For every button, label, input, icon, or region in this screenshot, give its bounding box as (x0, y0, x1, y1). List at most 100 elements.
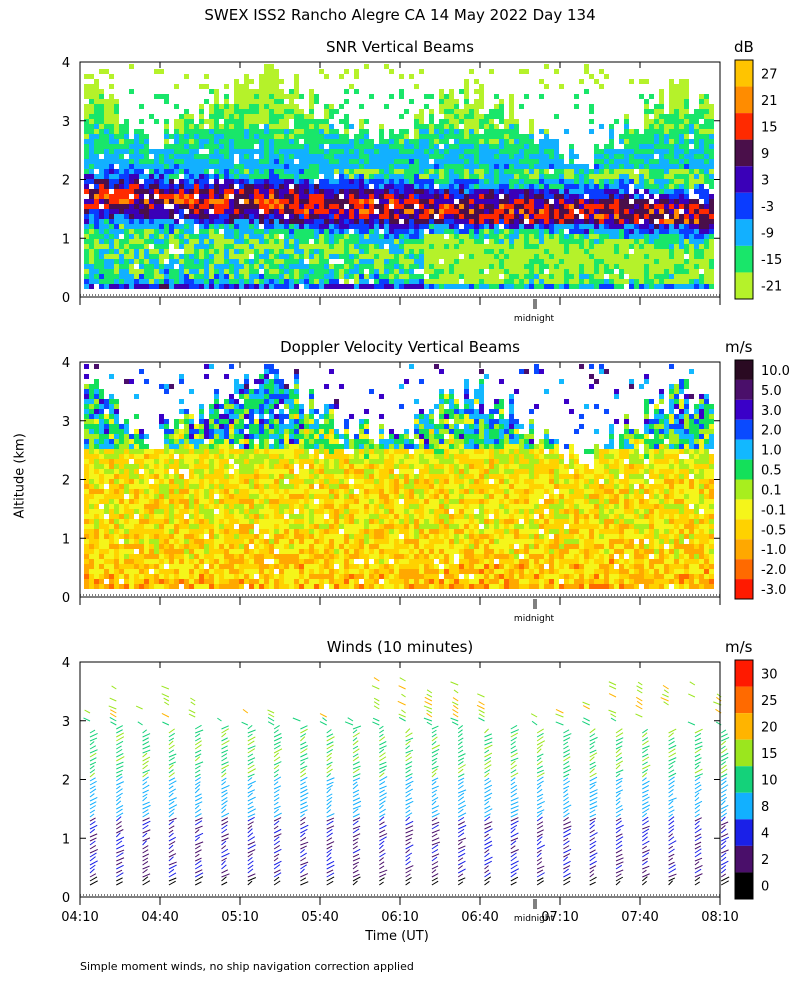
data-cell (169, 184, 174, 189)
data-cell (444, 144, 449, 149)
data-cell (164, 274, 169, 279)
data-cell (119, 199, 124, 204)
data-cell (84, 504, 89, 509)
data-cell (479, 144, 484, 149)
data-cell (644, 99, 649, 104)
data-cell (454, 184, 459, 189)
data-cell (149, 504, 154, 509)
data-cell (494, 274, 499, 279)
data-cell (124, 549, 129, 554)
data-cell (334, 159, 339, 164)
data-cell (544, 219, 549, 224)
data-cell (214, 114, 219, 119)
data-cell (104, 399, 109, 404)
data-cell (249, 159, 254, 164)
data-cell (679, 144, 684, 149)
data-cell (709, 284, 714, 289)
data-cell (249, 119, 254, 124)
data-cell (259, 259, 264, 264)
data-cell (524, 214, 529, 219)
data-cell (539, 164, 544, 169)
data-cell (534, 154, 539, 159)
data-cell (134, 189, 139, 194)
data-cell (599, 169, 604, 174)
data-cell (89, 229, 94, 234)
data-cell (249, 264, 254, 269)
data-cell (109, 504, 114, 509)
data-cell (124, 534, 129, 539)
data-cell (264, 99, 269, 104)
data-cell (304, 209, 309, 214)
data-cell (599, 254, 604, 259)
data-cell (704, 204, 709, 209)
data-cell (349, 174, 354, 179)
data-cell (89, 119, 94, 124)
data-cell (204, 229, 209, 234)
data-cell (604, 269, 609, 274)
data-cell (424, 249, 429, 254)
data-cell (274, 249, 279, 254)
data-cell (319, 269, 324, 274)
data-cell (659, 264, 664, 269)
data-cell (279, 279, 284, 284)
data-cell (634, 179, 639, 184)
data-cell (699, 279, 704, 284)
data-cell (229, 124, 234, 129)
data-cell (89, 219, 94, 224)
data-cell (199, 114, 204, 119)
data-cell (189, 129, 194, 134)
data-cell (599, 84, 604, 89)
data-cell (399, 244, 404, 249)
data-cell (94, 469, 99, 474)
data-cell (154, 244, 159, 249)
data-cell (694, 229, 699, 234)
data-cell (414, 219, 419, 224)
data-cell (709, 274, 714, 279)
data-cell (644, 224, 649, 229)
data-cell (689, 229, 694, 234)
data-cell (514, 269, 519, 274)
data-cell (434, 219, 439, 224)
data-cell (664, 244, 669, 249)
data-cell (519, 234, 524, 239)
data-cell (549, 154, 554, 159)
data-cell (104, 109, 109, 114)
data-cell (694, 119, 699, 124)
data-cell (574, 229, 579, 234)
data-cell (479, 249, 484, 254)
data-cell (99, 519, 104, 524)
data-cell (534, 189, 539, 194)
data-cell (644, 154, 649, 159)
data-cell (129, 284, 134, 289)
data-cell (584, 179, 589, 184)
data-cell (154, 459, 159, 464)
data-cell (264, 209, 269, 214)
data-cell (344, 99, 349, 104)
data-cell (114, 199, 119, 204)
data-cell (644, 264, 649, 269)
data-cell (689, 269, 694, 274)
data-cell (279, 254, 284, 259)
data-cell (709, 244, 714, 249)
data-cell (119, 469, 124, 474)
data-cell (519, 254, 524, 259)
data-cell (564, 164, 569, 169)
data-cell (654, 214, 659, 219)
data-cell (309, 139, 314, 144)
data-cell (359, 214, 364, 219)
data-cell (429, 229, 434, 234)
data-cell (609, 134, 614, 139)
data-cell (669, 164, 674, 169)
data-cell (649, 269, 654, 274)
data-cell (534, 144, 539, 149)
data-cell (654, 254, 659, 259)
data-cell (94, 579, 99, 584)
data-cell (559, 229, 564, 234)
data-cell (129, 519, 134, 524)
data-cell (254, 134, 259, 139)
data-cell (234, 134, 239, 139)
data-cell (159, 204, 164, 209)
data-cell (99, 139, 104, 144)
data-cell (309, 174, 314, 179)
data-cell (674, 184, 679, 189)
